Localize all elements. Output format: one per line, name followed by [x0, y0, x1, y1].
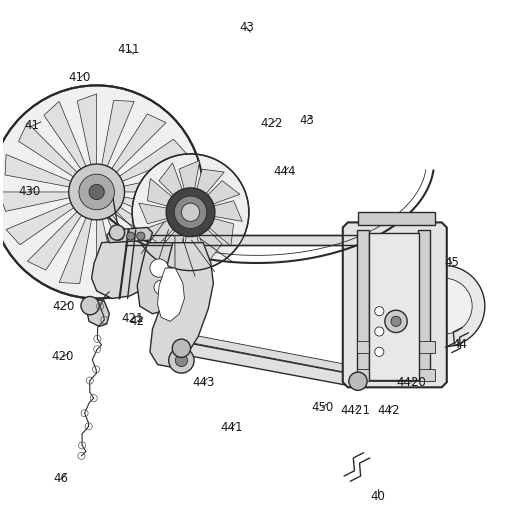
- Polygon shape: [92, 240, 160, 299]
- Circle shape: [391, 316, 401, 327]
- Circle shape: [166, 188, 215, 237]
- Text: 421: 421: [121, 312, 144, 325]
- Polygon shape: [343, 222, 447, 387]
- Circle shape: [349, 372, 367, 390]
- Circle shape: [81, 297, 99, 315]
- Polygon shape: [44, 102, 89, 175]
- Polygon shape: [108, 114, 166, 178]
- Circle shape: [174, 196, 207, 228]
- Text: 442: 442: [377, 403, 400, 417]
- Text: 422: 422: [261, 117, 283, 130]
- Circle shape: [182, 203, 200, 221]
- Circle shape: [374, 347, 384, 357]
- Text: 430: 430: [18, 186, 41, 198]
- Polygon shape: [211, 201, 242, 221]
- Polygon shape: [18, 123, 82, 181]
- Polygon shape: [207, 218, 233, 246]
- Text: 41: 41: [25, 119, 40, 133]
- Polygon shape: [179, 160, 200, 191]
- Circle shape: [79, 174, 114, 210]
- Polygon shape: [96, 212, 116, 290]
- Polygon shape: [419, 230, 429, 380]
- Polygon shape: [196, 169, 224, 196]
- Circle shape: [374, 307, 384, 316]
- Polygon shape: [159, 163, 183, 197]
- Circle shape: [69, 164, 125, 220]
- Polygon shape: [113, 139, 187, 184]
- Polygon shape: [198, 227, 222, 261]
- Text: 46: 46: [54, 472, 69, 485]
- Polygon shape: [157, 229, 185, 256]
- Text: 450: 450: [311, 401, 333, 414]
- Text: 43: 43: [239, 21, 254, 34]
- Polygon shape: [5, 155, 78, 188]
- Polygon shape: [358, 213, 435, 225]
- Circle shape: [417, 278, 472, 334]
- Text: 4421: 4421: [341, 403, 370, 417]
- Polygon shape: [105, 209, 149, 282]
- Text: 43: 43: [300, 115, 314, 127]
- Polygon shape: [111, 203, 175, 261]
- Circle shape: [172, 339, 190, 357]
- Polygon shape: [0, 192, 77, 211]
- Text: 42: 42: [130, 315, 145, 328]
- Circle shape: [404, 266, 485, 347]
- Circle shape: [89, 184, 104, 199]
- Polygon shape: [147, 178, 174, 207]
- Polygon shape: [182, 342, 361, 387]
- Polygon shape: [59, 211, 93, 284]
- Polygon shape: [77, 94, 96, 172]
- Text: 411: 411: [117, 43, 140, 56]
- Text: 45: 45: [444, 257, 459, 269]
- Text: 444: 444: [273, 165, 295, 178]
- Circle shape: [137, 232, 145, 240]
- Polygon shape: [101, 100, 134, 173]
- Polygon shape: [6, 200, 80, 245]
- Circle shape: [109, 225, 125, 240]
- Circle shape: [175, 355, 187, 367]
- Text: 410: 410: [69, 72, 91, 84]
- Circle shape: [150, 259, 168, 277]
- Polygon shape: [150, 242, 213, 367]
- Polygon shape: [186, 334, 360, 375]
- Text: 420: 420: [52, 300, 75, 312]
- Text: 420: 420: [51, 350, 74, 363]
- Polygon shape: [115, 196, 188, 229]
- Circle shape: [0, 85, 203, 299]
- Circle shape: [115, 232, 124, 240]
- Circle shape: [132, 154, 249, 270]
- Circle shape: [169, 348, 194, 373]
- Polygon shape: [107, 227, 152, 242]
- Text: 4420: 4420: [397, 376, 426, 389]
- Polygon shape: [87, 299, 109, 327]
- Polygon shape: [139, 203, 170, 224]
- Circle shape: [154, 280, 168, 295]
- Polygon shape: [157, 268, 185, 321]
- Polygon shape: [116, 173, 195, 192]
- Polygon shape: [27, 206, 86, 270]
- Polygon shape: [206, 181, 240, 205]
- Circle shape: [127, 232, 135, 240]
- Polygon shape: [141, 219, 175, 244]
- Text: 40: 40: [371, 490, 386, 503]
- Text: 44: 44: [452, 338, 467, 351]
- Polygon shape: [369, 232, 419, 380]
- Text: 441: 441: [220, 421, 242, 434]
- Polygon shape: [125, 235, 388, 245]
- Polygon shape: [182, 233, 202, 264]
- Text: 443: 443: [192, 376, 214, 389]
- Polygon shape: [357, 369, 435, 381]
- Polygon shape: [358, 230, 369, 380]
- Polygon shape: [137, 242, 186, 313]
- Circle shape: [385, 310, 407, 332]
- Circle shape: [374, 327, 384, 336]
- Polygon shape: [357, 341, 435, 353]
